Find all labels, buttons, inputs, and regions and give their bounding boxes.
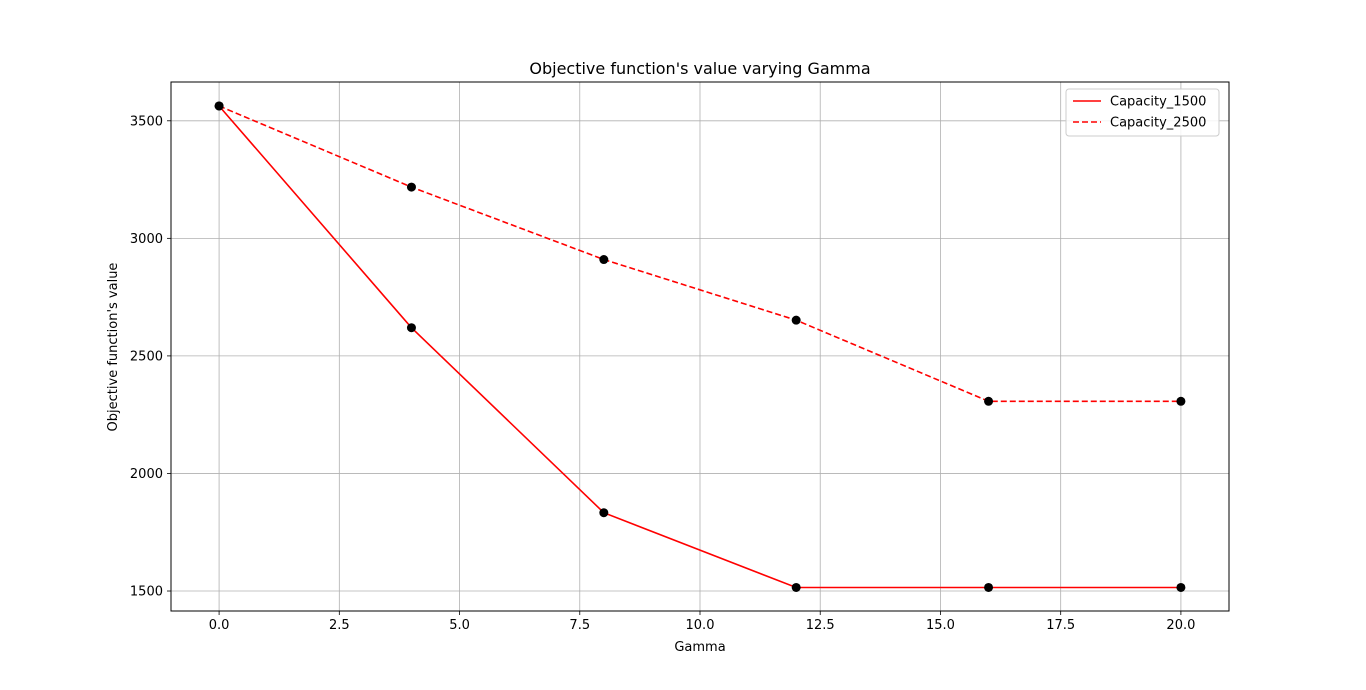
y-tick-label: 3500 xyxy=(130,114,163,129)
x-tick-label: 5.0 xyxy=(449,618,470,633)
x-tick-label: 12.5 xyxy=(806,618,835,633)
data-point xyxy=(599,508,609,518)
x-tick-label: 7.5 xyxy=(569,618,590,633)
legend-label: Capacity_2500 xyxy=(1110,116,1206,131)
x-axis-label: Gamma xyxy=(674,640,725,655)
legend: Capacity_1500 Capacity_2500 xyxy=(1065,88,1220,137)
data-point xyxy=(1176,396,1186,406)
x-tick-label: 0.0 xyxy=(209,618,230,633)
y-tick-label: 1500 xyxy=(130,585,163,600)
series-line-capacity-2500 xyxy=(218,105,1181,403)
data-point xyxy=(984,582,994,592)
y-tick-label: 2500 xyxy=(130,349,163,364)
data-point xyxy=(791,582,801,592)
grid-lines xyxy=(171,82,1229,611)
series-line-capacity-1500 xyxy=(218,105,1181,589)
legend-label: Capacity_1500 xyxy=(1110,95,1206,110)
x-tick-label: 2.5 xyxy=(329,618,350,633)
data-points xyxy=(214,101,1186,592)
data-point xyxy=(984,396,994,406)
data-point xyxy=(1176,582,1186,592)
x-tick-label: 10.0 xyxy=(686,618,715,633)
x-tick-label: 20.0 xyxy=(1166,618,1195,633)
series-lines xyxy=(218,105,1181,589)
legend-box xyxy=(1065,88,1220,137)
y-tick-label: 2000 xyxy=(130,467,163,482)
data-point xyxy=(406,182,416,192)
chart-title: Objective function's value varying Gamma xyxy=(529,59,870,78)
data-point xyxy=(214,101,224,111)
y-tick-label: 3000 xyxy=(130,232,163,247)
axis-ticks: 0.0 2.5 5.0 7.5 10.0 12.5 15.0 17.5 20.0 1500 2000… xyxy=(130,114,1195,633)
data-point xyxy=(599,255,609,265)
data-point xyxy=(791,315,801,325)
x-tick-label: 17.5 xyxy=(1046,618,1075,633)
x-tick-label: 15.0 xyxy=(926,618,955,633)
y-axis-label: Objective function's value xyxy=(106,263,121,432)
data-point xyxy=(406,323,416,333)
